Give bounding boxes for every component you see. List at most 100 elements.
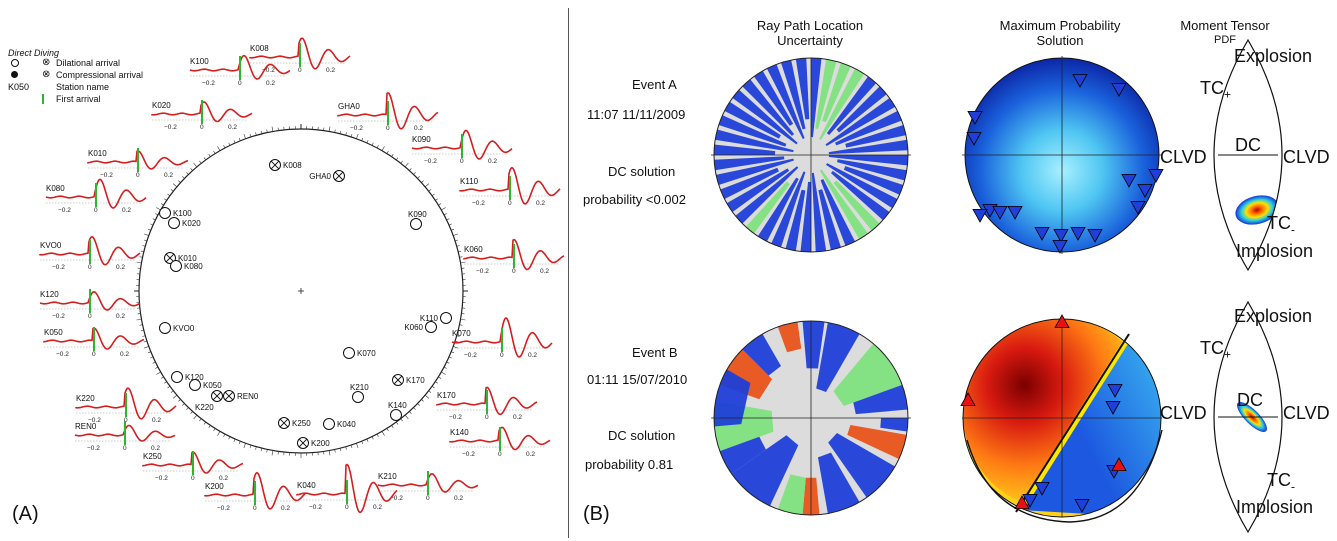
trace-label: K050	[44, 328, 63, 337]
ray-wedge	[750, 177, 799, 252]
tick-minus: −0.2	[424, 158, 437, 165]
trace-label: K110	[460, 177, 479, 186]
ray-wedge	[818, 189, 845, 252]
tick-plus: 0.2	[536, 200, 545, 207]
event-a-datetime: 11:07 11/11/2009	[587, 107, 686, 122]
station-ren0: REN0	[223, 390, 259, 402]
ray-wedge	[761, 58, 805, 139]
station-label: K060	[404, 323, 423, 332]
tick-plus: 0.2	[120, 351, 129, 358]
trace-label: REN0	[75, 422, 97, 431]
tick-zero: 0	[460, 158, 464, 165]
up-triangle	[1014, 495, 1030, 509]
legend-compressional: Compressional arrival	[56, 70, 144, 80]
station-k140: K140	[388, 401, 407, 421]
tick-zero: 0	[88, 313, 92, 320]
tick-minus: −0.2	[100, 172, 113, 179]
tick-zero: 0	[426, 495, 430, 502]
station-label: K120	[185, 373, 204, 382]
waveform	[296, 463, 398, 514]
station-map: K008GHA0K100K020K010K080K090KVO0K110K060…	[39, 37, 565, 514]
ray-wedge	[819, 58, 872, 140]
event-b-name: Event B	[632, 345, 678, 360]
lune-a-implosion: Implosion	[1236, 241, 1314, 261]
ray-wedge	[819, 169, 876, 251]
ray-wedge	[715, 168, 790, 220]
moment-tensor-title-line2: PDF	[1214, 34, 1236, 46]
trace-k140: K140 −0.2 0 0.2	[449, 426, 551, 458]
tick-plus: 0.2	[152, 417, 161, 424]
tick-zero: 0	[345, 504, 349, 511]
down-triangle	[1034, 227, 1050, 241]
trace-label: K008	[250, 44, 269, 53]
tick-plus: 0.2	[164, 172, 173, 179]
legend-station-key: K050	[8, 82, 30, 92]
tick-zero: 0	[88, 264, 92, 271]
down-triangle	[1052, 240, 1068, 254]
max-prob-title-line1: Maximum Probability	[999, 18, 1121, 33]
station-k080: K080	[170, 260, 203, 272]
ray-wedge	[826, 163, 908, 216]
tick-plus: 0.2	[488, 158, 497, 165]
trace-k020: K020 −0.2 0 0.2	[151, 100, 253, 131]
tick-plus: 0.2	[116, 313, 125, 320]
trace-label: K090	[412, 135, 431, 144]
sphere-ticks	[134, 124, 468, 458]
ray-path-title-line2: Uncertainty	[777, 33, 843, 48]
trace-label: K010	[88, 149, 107, 158]
trace-k080: K080 −0.2 0 0.2	[45, 178, 147, 214]
station-label: K090	[408, 210, 427, 219]
event-b-dc-line1: DC solution	[608, 428, 676, 443]
lune-b-tc-minus: TC-	[1267, 470, 1295, 494]
trace-label: K210	[378, 472, 397, 481]
ray-wedge	[722, 81, 798, 145]
station-k220: K220	[195, 390, 223, 412]
tick-minus: −0.2	[202, 80, 215, 87]
trace-label: K020	[152, 101, 171, 110]
lune-b-dc: DC	[1237, 390, 1263, 410]
tick-minus: −0.2	[350, 125, 363, 132]
down-triangle	[966, 132, 982, 146]
legend-dilational: Dilational arrival	[56, 58, 121, 68]
ray-wedge	[782, 189, 806, 252]
tick-plus: 0.2	[266, 80, 275, 87]
filled-crossed-circle-icon: ⊗	[42, 69, 51, 80]
station-k200: K200	[297, 437, 330, 449]
station-label: K040	[337, 420, 356, 429]
tick-zero: 0	[485, 414, 489, 421]
tick-minus: −0.2	[309, 504, 322, 511]
ray-wedge	[828, 155, 908, 167]
event-b-datetime: 01:11 15/07/2010	[587, 372, 688, 387]
tick-zero: 0	[191, 475, 195, 482]
tick-plus: 0.2	[281, 505, 290, 512]
ray-wedge	[714, 158, 794, 189]
trace-label: KVO0	[40, 241, 62, 250]
max-prob-title: Maximum Probability Solution	[950, 18, 1170, 48]
down-triangle	[1137, 184, 1153, 198]
trace-k090: K090 −0.2 0 0.2	[411, 129, 513, 165]
down-triangle	[1070, 227, 1086, 241]
legend-first-arrival: First arrival	[56, 94, 101, 104]
ray-wedge	[714, 94, 781, 139]
tick-zero: 0	[512, 268, 516, 275]
ray-wedge	[714, 126, 794, 153]
trace-label: K080	[46, 184, 65, 193]
max-prob-sphere-a	[962, 56, 1164, 254]
tick-plus: 0.2	[528, 352, 537, 359]
down-triangle	[1022, 494, 1038, 508]
trace-label: K120	[40, 290, 59, 299]
lune-b-explosion: Explosion	[1234, 306, 1313, 326]
ray-wedge	[801, 321, 827, 369]
trace-label: K140	[450, 428, 469, 437]
ray-wedge	[826, 66, 885, 135]
tick-minus: −0.2	[262, 67, 275, 74]
station-label: K008	[283, 161, 302, 170]
max-prob-title-line2: Solution	[1036, 33, 1084, 48]
waveform	[463, 238, 565, 271]
station-label: GHA0	[309, 172, 331, 181]
trace-k210: K210 −0.2 0 0.2	[377, 471, 479, 502]
ray-wedge	[793, 58, 810, 120]
station-label: K070	[357, 349, 376, 358]
tick-minus: −0.2	[390, 495, 403, 502]
